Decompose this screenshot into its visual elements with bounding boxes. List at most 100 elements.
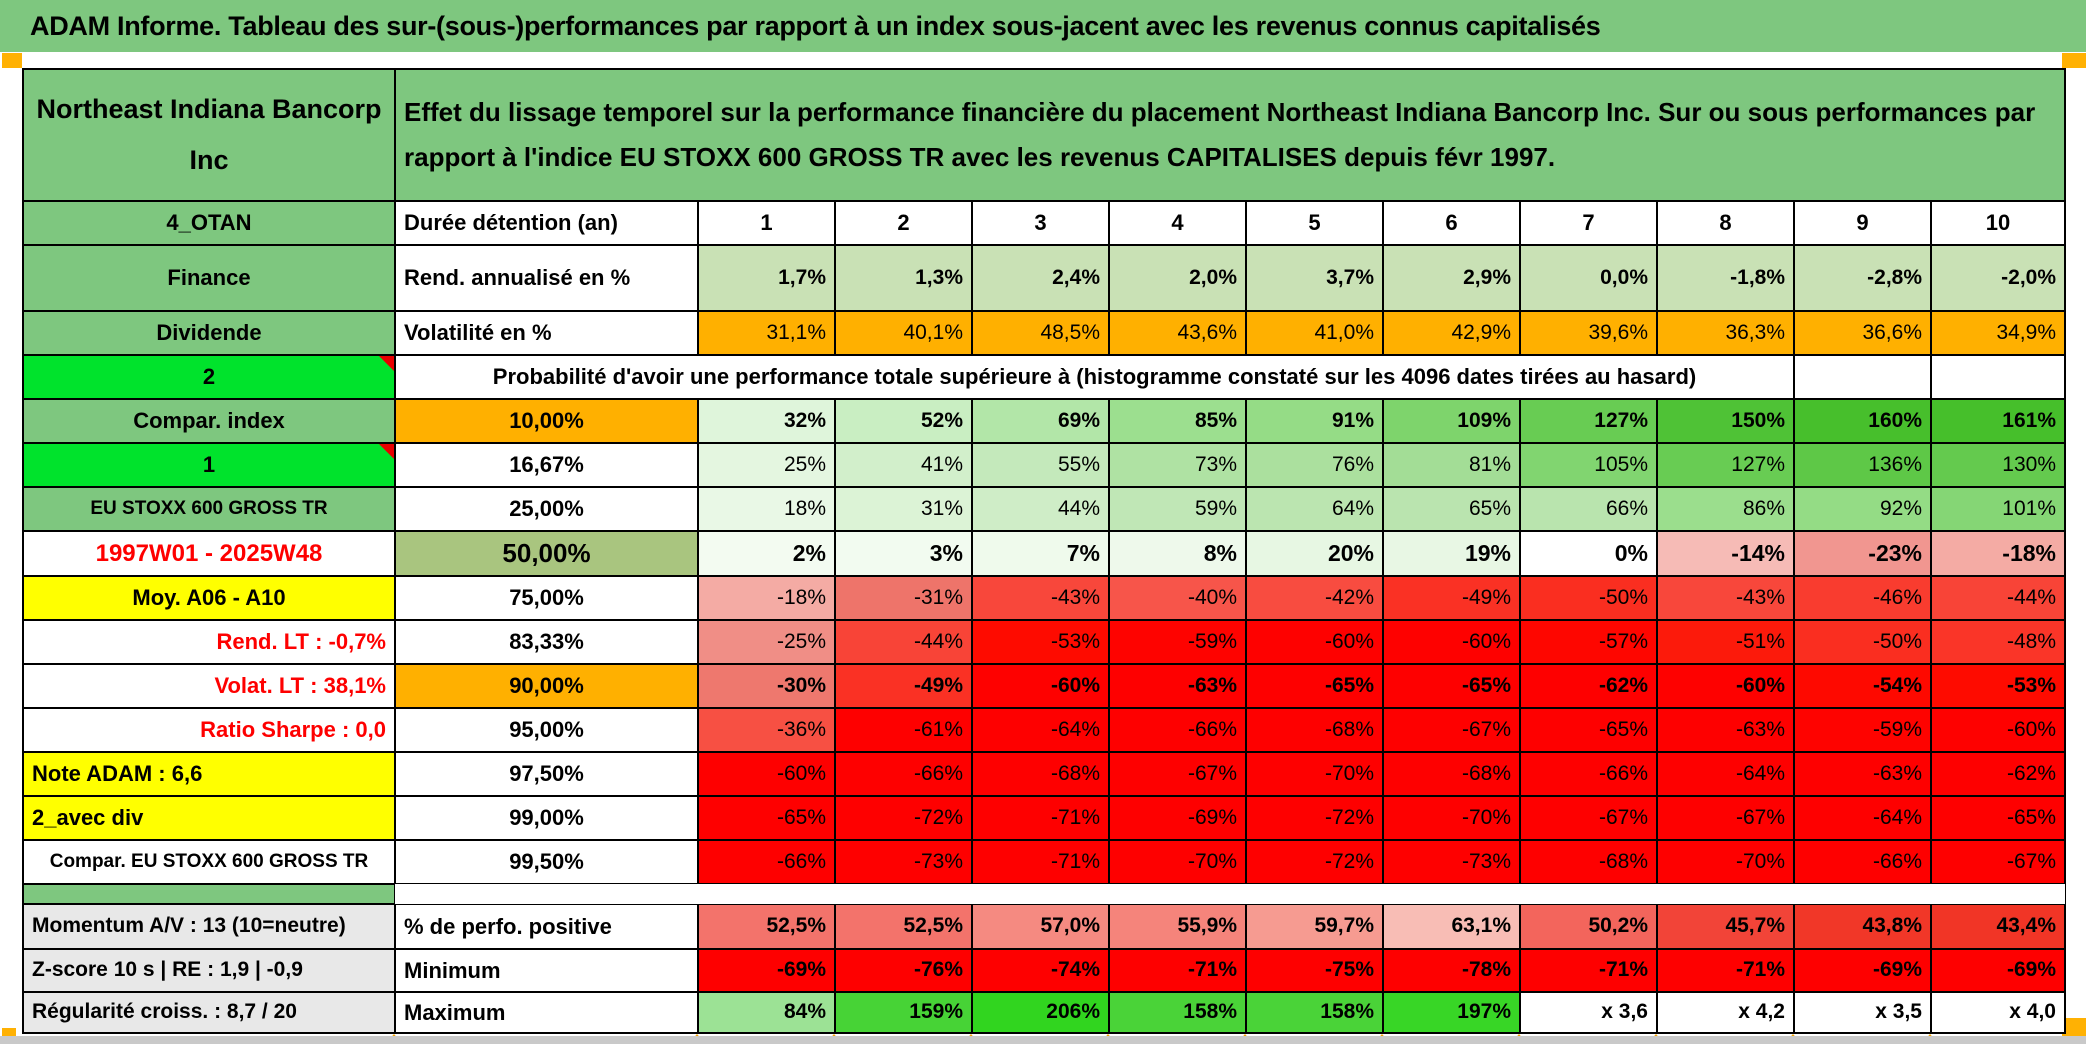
table-cell[interactable]: -60% — [972, 664, 1109, 708]
table-cell[interactable]: -36% — [698, 708, 835, 752]
table-cell[interactable] — [23, 884, 395, 904]
table-cell[interactable]: 85% — [1109, 399, 1246, 443]
table-cell[interactable]: Compar. EU STOXX 600 GROSS TR — [23, 840, 395, 884]
table-cell[interactable]: -43% — [1657, 576, 1794, 620]
table-cell[interactable]: EU STOXX 600 GROSS TR — [23, 487, 395, 531]
table-cell[interactable]: -73% — [835, 840, 972, 884]
table-cell[interactable] — [395, 884, 2065, 904]
table-cell[interactable]: -50% — [1794, 620, 1931, 664]
table-cell[interactable]: 43,6% — [1109, 311, 1246, 355]
table-cell[interactable]: 1997W01 - 2025W48 — [23, 531, 395, 576]
table-cell[interactable]: 2 — [835, 201, 972, 245]
table-cell[interactable]: 197% — [1383, 992, 1520, 1033]
table-cell[interactable]: Volat. LT : 38,1% — [23, 664, 395, 708]
table-cell[interactable]: 101% — [1931, 487, 2065, 531]
table-cell[interactable]: Probabilité d'avoir une performance tota… — [395, 355, 1794, 399]
table-cell[interactable]: 8% — [1109, 531, 1246, 576]
table-cell[interactable]: -54% — [1794, 664, 1931, 708]
table-cell[interactable]: 69% — [972, 399, 1109, 443]
table-cell[interactable]: Momentum A/V : 13 (10=neutre) — [23, 904, 395, 949]
table-cell[interactable]: -61% — [835, 708, 972, 752]
table-cell[interactable]: -63% — [1794, 752, 1931, 796]
table-cell[interactable]: -73% — [1383, 840, 1520, 884]
table-cell[interactable]: 3,7% — [1246, 245, 1383, 311]
table-cell[interactable]: 64% — [1246, 487, 1383, 531]
table-cell[interactable]: -69% — [1794, 949, 1931, 992]
table-cell[interactable]: 52% — [835, 399, 972, 443]
table-cell[interactable]: -60% — [698, 752, 835, 796]
table-cell[interactable]: -64% — [972, 708, 1109, 752]
table-cell[interactable]: -18% — [698, 576, 835, 620]
table-cell[interactable]: Ratio Sharpe : 0,0 — [23, 708, 395, 752]
table-cell[interactable]: -53% — [1931, 664, 2065, 708]
table-cell[interactable]: -76% — [835, 949, 972, 992]
table-cell[interactable]: -71% — [972, 796, 1109, 840]
table-cell[interactable]: x 3,6 — [1520, 992, 1657, 1033]
table-cell[interactable]: -74% — [972, 949, 1109, 992]
table-cell[interactable]: -59% — [1794, 708, 1931, 752]
table-cell[interactable]: 52,5% — [698, 904, 835, 949]
table-cell[interactable]: -59% — [1109, 620, 1246, 664]
table-cell[interactable]: 5 — [1246, 201, 1383, 245]
table-cell[interactable]: 95,00% — [395, 708, 698, 752]
table-cell[interactable]: 75,00% — [395, 576, 698, 620]
table-cell[interactable]: 41,0% — [1246, 311, 1383, 355]
table-cell[interactable]: 109% — [1383, 399, 1520, 443]
table-cell[interactable]: -68% — [1520, 840, 1657, 884]
table-cell[interactable]: 2 — [23, 355, 395, 399]
table-cell[interactable]: -67% — [1520, 796, 1657, 840]
table-cell[interactable]: 66% — [1520, 487, 1657, 531]
table-cell[interactable]: 97,50% — [395, 752, 698, 796]
table-cell[interactable]: 16,67% — [395, 443, 698, 487]
table-cell[interactable]: 32% — [698, 399, 835, 443]
table-cell[interactable]: -69% — [1109, 796, 1246, 840]
table-cell[interactable] — [1794, 355, 1931, 399]
table-cell[interactable]: 99,00% — [395, 796, 698, 840]
table-cell[interactable]: Dividende — [23, 311, 395, 355]
table-cell[interactable]: 55% — [972, 443, 1109, 487]
table-cell[interactable]: 50,2% — [1520, 904, 1657, 949]
table-cell[interactable]: -71% — [1520, 949, 1657, 992]
table-cell[interactable]: -71% — [972, 840, 1109, 884]
table-cell[interactable]: 206% — [972, 992, 1109, 1033]
table-cell[interactable]: Minimum — [395, 949, 698, 992]
table-cell[interactable]: -68% — [1383, 752, 1520, 796]
table-cell[interactable]: Maximum — [395, 992, 698, 1033]
table-cell[interactable]: -57% — [1520, 620, 1657, 664]
table-cell[interactable]: -71% — [1657, 949, 1794, 992]
table-cell[interactable]: -67% — [1109, 752, 1246, 796]
table-cell[interactable]: 43,4% — [1931, 904, 2065, 949]
table-cell[interactable]: -72% — [1246, 840, 1383, 884]
table-cell[interactable]: -66% — [1794, 840, 1931, 884]
table-cell[interactable]: 7 — [1520, 201, 1657, 245]
table-cell[interactable]: 55,9% — [1109, 904, 1246, 949]
table-cell[interactable]: -31% — [835, 576, 972, 620]
table-cell[interactable]: 59% — [1109, 487, 1246, 531]
table-cell[interactable]: 2% — [698, 531, 835, 576]
table-cell[interactable]: 41% — [835, 443, 972, 487]
table-cell[interactable]: -67% — [1383, 708, 1520, 752]
table-cell[interactable]: 105% — [1520, 443, 1657, 487]
table-cell[interactable]: 158% — [1109, 992, 1246, 1033]
table-cell[interactable]: -49% — [835, 664, 972, 708]
table-cell[interactable]: -44% — [1931, 576, 2065, 620]
table-cell[interactable]: -69% — [698, 949, 835, 992]
table-cell[interactable]: 2,0% — [1109, 245, 1246, 311]
table-cell[interactable]: 91% — [1246, 399, 1383, 443]
table-cell[interactable]: -72% — [1246, 796, 1383, 840]
table-cell[interactable]: -64% — [1657, 752, 1794, 796]
table-cell[interactable]: 1,3% — [835, 245, 972, 311]
table-cell[interactable]: 92% — [1794, 487, 1931, 531]
table-cell[interactable]: 150% — [1657, 399, 1794, 443]
table-cell[interactable]: -60% — [1246, 620, 1383, 664]
table-cell[interactable]: 36,6% — [1794, 311, 1931, 355]
table-cell[interactable]: -70% — [1383, 796, 1520, 840]
table-cell[interactable]: 127% — [1520, 399, 1657, 443]
table-cell[interactable]: 136% — [1794, 443, 1931, 487]
table-cell[interactable]: -69% — [1931, 949, 2065, 992]
table-cell[interactable]: -63% — [1109, 664, 1246, 708]
table-cell[interactable]: -72% — [835, 796, 972, 840]
table-cell[interactable]: 76% — [1246, 443, 1383, 487]
table-cell[interactable]: -67% — [1931, 840, 2065, 884]
report-description-cell[interactable]: Effet du lissage temporel sur la perform… — [395, 69, 2065, 201]
